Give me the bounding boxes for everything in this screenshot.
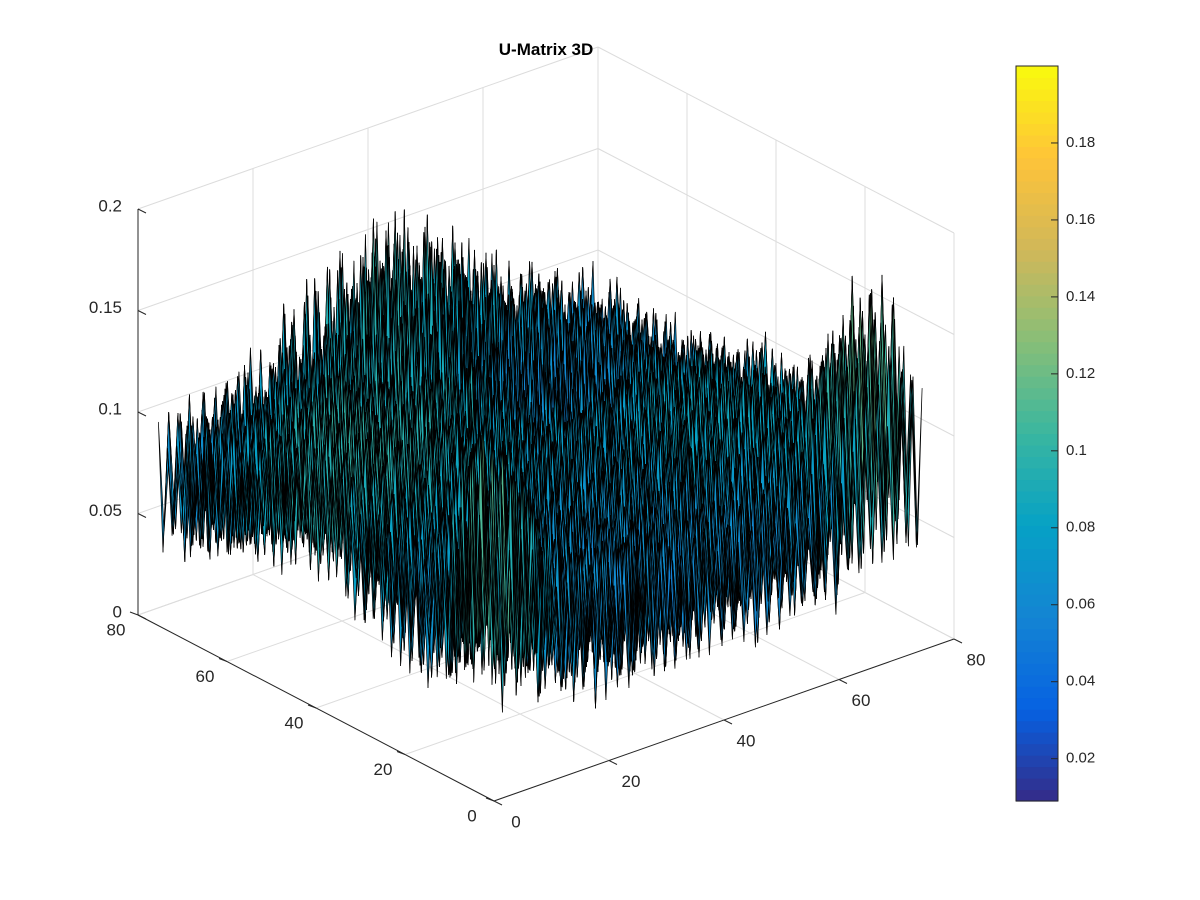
side-wall-grid-z [597,46,955,234]
floor-grid-y [404,592,866,755]
side-wall-grid-z [597,148,955,335]
back-wall-grid-z [137,46,599,210]
back-wall-grid-z [137,148,599,311]
u-matrix-surface [158,209,923,713]
